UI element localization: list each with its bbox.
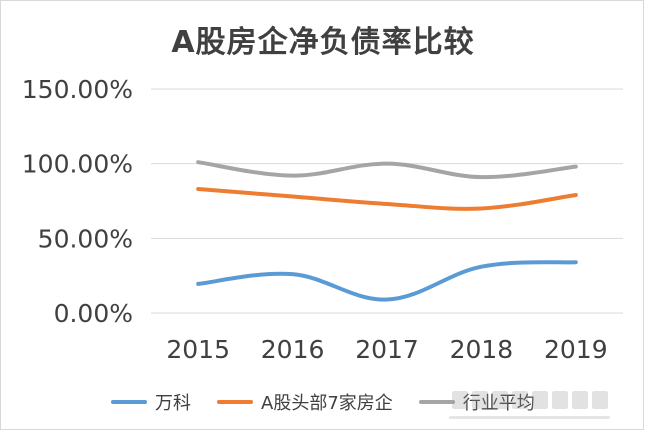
x-tick-label: 2019 [544, 335, 608, 364]
y-tick-label: 150.00% [22, 75, 133, 104]
series-line-industry-average [196, 160, 578, 180]
legend-swatch-industry-average [418, 400, 455, 404]
x-axis-ticks: 2015 2016 2017 2018 2019 [166, 335, 607, 364]
legend-label-industry-average: 行业平均 [462, 393, 535, 414]
legend-label-vanke: 万科 [155, 393, 191, 414]
y-tick-label: 50.00% [38, 224, 133, 253]
legend-label-top7: A股头部7家房企 [261, 393, 393, 414]
legend-item-industry-average: 行业平均 [418, 389, 535, 415]
chart-title: A股房企净负债率比较 [171, 25, 475, 60]
legend-swatch-vanke [111, 400, 147, 404]
y-axis-ticks: 0.00% 50.00% 100.00% 150.00% [22, 75, 133, 328]
legend-swatch-top7 [217, 400, 253, 404]
y-tick-label: 100.00% [22, 150, 133, 179]
x-tick-label: 2017 [355, 335, 419, 364]
legend-item-top7: A股头部7家房企 [217, 389, 393, 415]
x-tick-label: 2018 [450, 335, 514, 364]
y-tick-label: 0.00% [54, 299, 133, 328]
x-tick-label: 2016 [261, 335, 325, 364]
series-lines [196, 160, 578, 302]
legend: 万科 A股头部7家房企 行业平均 [111, 387, 611, 417]
x-tick-label: 2015 [166, 335, 230, 364]
legend-item-vanke: 万科 [111, 389, 191, 415]
series-line-vanke [196, 260, 578, 302]
series-line-top7 [196, 187, 578, 211]
